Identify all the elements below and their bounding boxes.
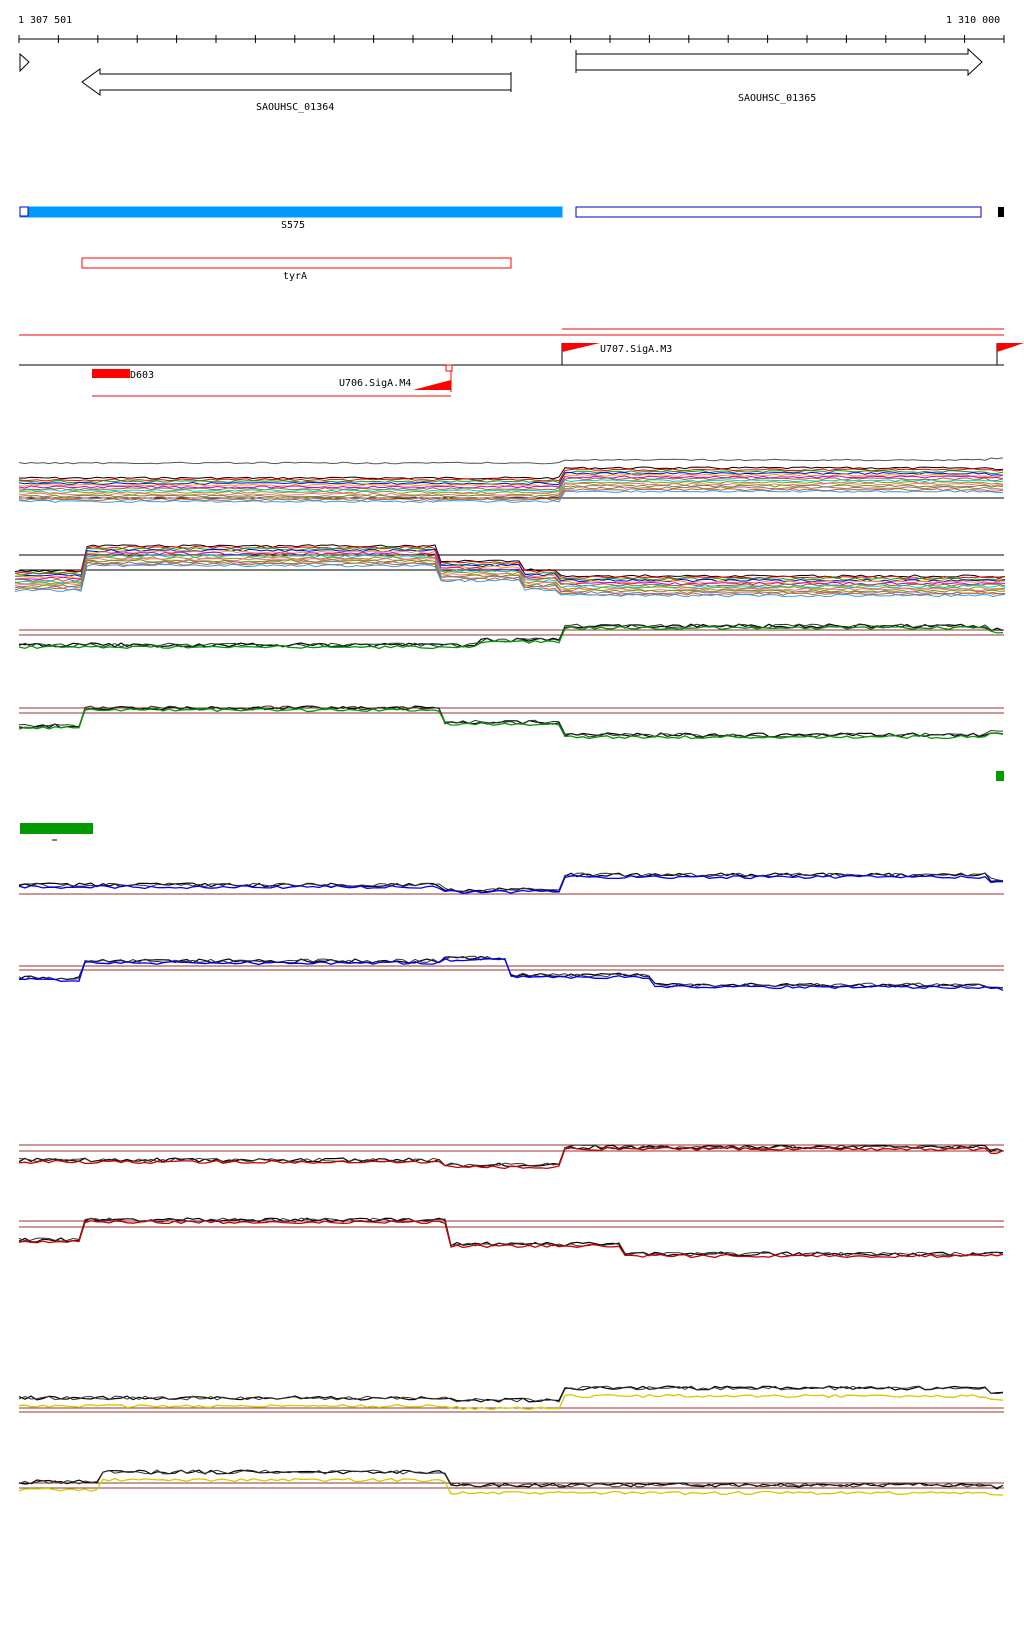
segment-next-bar[interactable]: [575, 206, 982, 218]
expression-profile-line: [19, 480, 1004, 494]
expression-profile-line: [14, 553, 1006, 587]
expression-profiles-strand-plus: [18, 457, 1004, 503]
segment-track: S575 tyrA: [19, 206, 1004, 282]
transcript-u706-end-flag[interactable]: [413, 380, 451, 390]
expression-profile-line: [18, 466, 1004, 480]
expression-profile-line: [18, 489, 1004, 503]
expression-trace-black: [18, 1144, 1004, 1168]
expression-trace-black: [18, 955, 1004, 989]
transcript-d603-bar[interactable]: [92, 369, 130, 378]
expression-trace-colored: [18, 1477, 1004, 1496]
expression-trace-colored: [18, 625, 1004, 650]
expression-profile-line: [14, 550, 1006, 584]
expression-profile-line: [14, 545, 1006, 580]
expression-trace-colored: [18, 1393, 1004, 1411]
expression-profile-line: [18, 477, 1004, 491]
gene-saouhsc-01365-label: SAOUHSC_01365: [738, 93, 816, 104]
transcript-end-flag[interactable]: [997, 343, 1024, 352]
gene-saouhsc-01365-arrow[interactable]: [575, 47, 983, 77]
segment-end-marker: [998, 207, 1004, 217]
expression-profile-line: [18, 484, 1004, 498]
transcript-u706-end-marker: [445, 364, 453, 372]
expression-trace-black: [18, 1217, 1004, 1257]
expression-trace-black: [18, 955, 1004, 989]
expression-profile-line: [14, 560, 1006, 595]
transcript-u707-label: U707.SigA.M3: [600, 344, 672, 355]
segment-tyra-bar[interactable]: [81, 257, 512, 269]
expression-profile-line: [14, 563, 1006, 598]
transcript-u706-label: U706.SigA.M4: [339, 378, 411, 389]
transcript-d603-label: D603: [130, 370, 154, 381]
expression-profile-line: [18, 486, 1004, 500]
ruler-ticks: [18, 35, 1005, 43]
expression-trace-colored: [18, 1146, 1004, 1170]
expression-trace-colored: [18, 874, 1003, 894]
green-scale-bar[interactable]: [20, 823, 93, 834]
segment-s575-start-marker: [19, 206, 29, 217]
expression-trace-black: [18, 1385, 1004, 1403]
expression-panels: [18, 623, 1004, 1496]
expression-profile-line: [18, 468, 1004, 482]
expression-trace-black: [18, 1144, 1004, 1167]
expression-profile-line: [18, 471, 1004, 485]
expression-trace-colored: [18, 957, 1004, 991]
expression-profile-line: [14, 544, 1006, 578]
transcript-u707-start-flag[interactable]: [562, 343, 600, 352]
expression-trace-colored: [18, 707, 1004, 740]
expression-profile-line: [14, 548, 1006, 583]
green-end-marker[interactable]: [996, 771, 1004, 781]
expression-trace-black: [18, 705, 1004, 738]
expression-profile-line: [18, 470, 1004, 484]
expression-trace-black: [18, 872, 1004, 893]
expression-profile-line: [14, 557, 1006, 592]
expression-trace-black: [18, 872, 1004, 892]
gene-track: SAOUHSC_01364 SAOUHSC_01365: [19, 47, 983, 113]
coordinate-ruler: 1 307 501 1 310 000: [18, 15, 1005, 43]
expression-profile-line: [18, 479, 1004, 493]
gene-saouhsc-01364-label: SAOUHSC_01364: [256, 102, 334, 113]
expression-trace-colored: [18, 1219, 1004, 1259]
expression-profile-line: [14, 559, 1006, 593]
expression-profile-line: [18, 475, 1004, 489]
expression-profile-line: [14, 554, 1006, 589]
gene-saouhsc-01364-arrow[interactable]: [81, 68, 512, 96]
expression-profile-line: [14, 556, 1006, 590]
partial-gene-start-arrow[interactable]: [19, 52, 30, 73]
ruler-end-label: 1 310 000: [946, 15, 1000, 26]
segment-s575-bar[interactable]: [19, 206, 563, 218]
expression-profile-line: [18, 488, 1004, 502]
segment-tyra-label: tyrA: [283, 271, 307, 282]
expression-profile-line: [14, 562, 1006, 596]
expression-profile-line: [14, 551, 1006, 586]
expression-profiles-strand-minus: [14, 544, 1006, 598]
ruler-start-label: 1 307 501: [18, 15, 72, 26]
expression-trace-black: [18, 1469, 1004, 1489]
expression-profile-line: [18, 457, 1004, 465]
segment-s575-label: S575: [281, 220, 305, 231]
transcript-track: U707.SigA.M3 D603 U706.SigA.M4: [19, 328, 1024, 397]
expression-profile-line: [18, 482, 1004, 496]
expression-profile-line: [18, 473, 1004, 487]
